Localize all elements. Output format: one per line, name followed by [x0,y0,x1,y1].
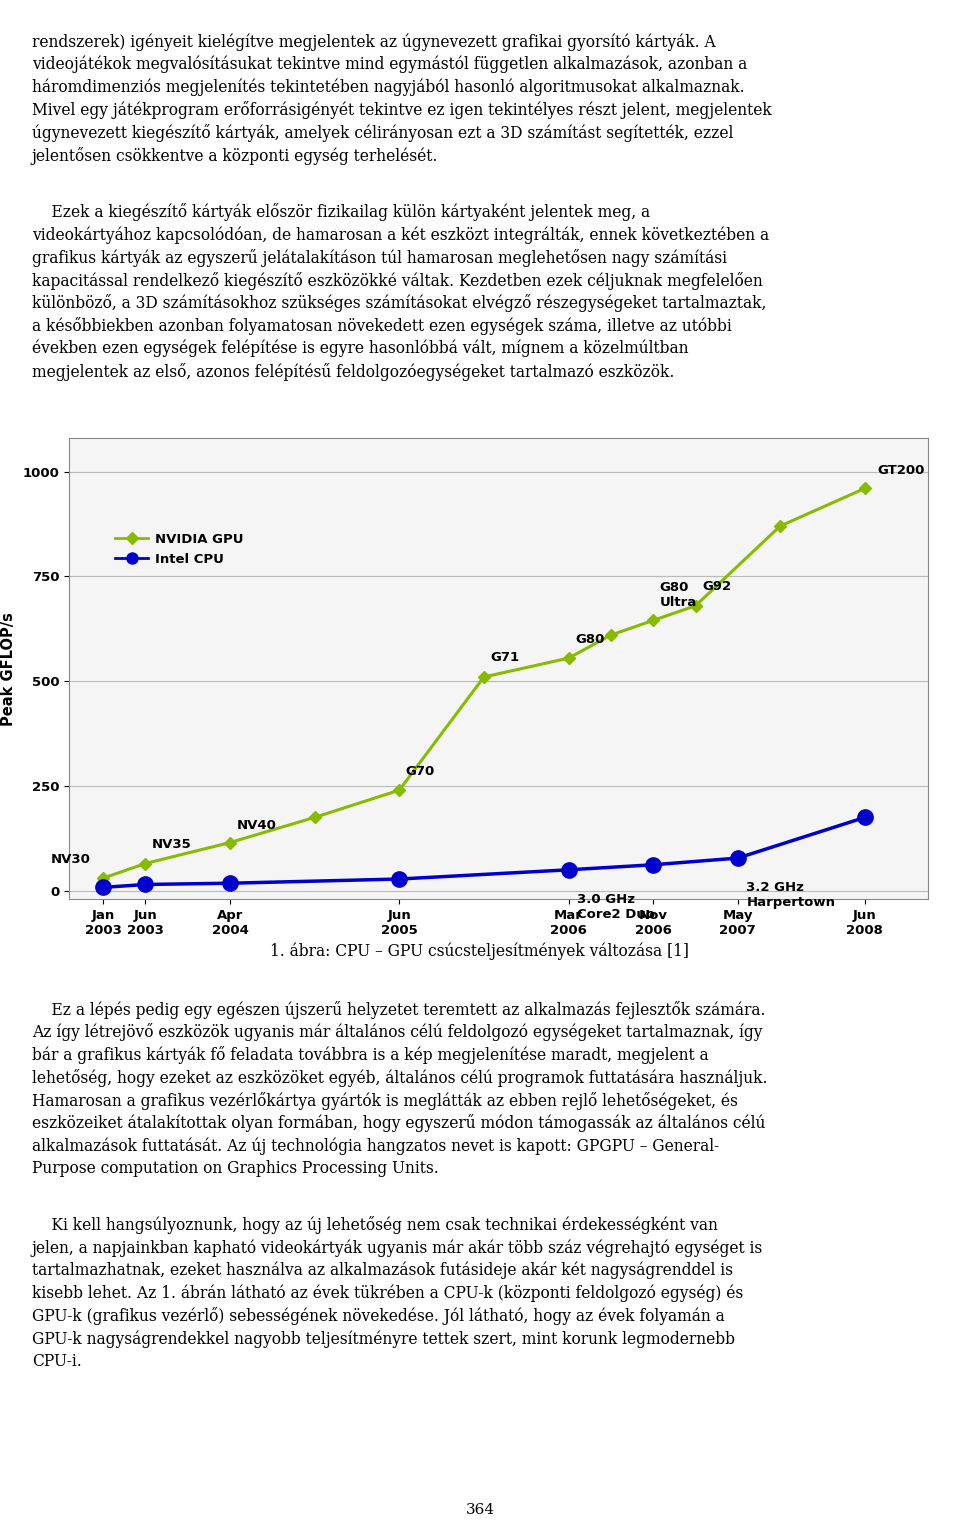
Text: G92: G92 [702,579,731,593]
Text: 1. ábra: CPU – GPU csúcsteljesítmények változása [1]: 1. ábra: CPU – GPU csúcsteljesítmények v… [271,942,689,959]
Text: Hamarosan a grafikus vezérlőkártya gyártók is meglátták az ebben rejlő lehetőség: Hamarosan a grafikus vezérlőkártya gyárt… [32,1091,737,1110]
Text: alkalmazások futtatását. Az új technológia hangzatos nevet is kapott: GPGPU – Ge: alkalmazások futtatását. Az új technológ… [32,1137,719,1154]
Text: kapacitással rendelkező kiegészítő eszközökké váltak. Kezdetben ezek céljuknak m: kapacitással rendelkező kiegészítő eszkö… [32,272,762,289]
Text: NV30: NV30 [51,853,90,865]
Text: lehetőség, hogy ezeket az eszközöket egyéb, általános célú programok futtatására: lehetőség, hogy ezeket az eszközöket egy… [32,1068,767,1087]
Text: jelen, a napjainkban kapható videokártyák ugyanis már akár több száz végrehajtó : jelen, a napjainkban kapható videokártyá… [32,1239,763,1257]
Text: Ez a lépés pedig egy egészen újszerű helyzetet teremtett az alkalmazás fejlesztő: Ez a lépés pedig egy egészen újszerű hel… [32,1001,765,1019]
Text: GPU-k (grafikus vezérlő) sebességének növekedése. Jól látható, hogy az évek foly: GPU-k (grafikus vezérlő) sebességének nö… [32,1308,725,1325]
Text: G70: G70 [406,765,435,778]
Text: úgynevezett kiegészítő kártyák, amelyek célirányosan ezt a 3D számítást segített: úgynevezett kiegészítő kártyák, amelyek … [32,124,733,141]
Text: Az így létrejövő eszközök ugyanis már általános célú feldolgozó egységeket tarta: Az így létrejövő eszközök ugyanis már ál… [32,1024,762,1042]
Text: 3.2 GHz
Harpertown: 3.2 GHz Harpertown [746,881,835,908]
Text: években ezen egységek felépítése is egyre hasonlóbbá vált, mígnem a közelmúltban: években ezen egységek felépítése is egyr… [32,340,688,357]
Text: rendszerek) igényeit kielégítve megjelentek az úgynevezett grafikai gyorsító kár: rendszerek) igényeit kielégítve megjelen… [32,32,715,51]
Text: Ezek a kiegészítő kártyák először fizikailag külön kártyaként jelentek meg, a: Ezek a kiegészítő kártyák először fizika… [32,203,650,221]
Text: kisebb lehet. Az 1. ábrán látható az évek tükrében a CPU-k (központi feldolgozó : kisebb lehet. Az 1. ábrán látható az éve… [32,1285,743,1302]
Text: megjelentek az első, azonos felépítésű feldolgozóegységeket tartalmazó eszközök.: megjelentek az első, azonos felépítésű f… [32,363,674,381]
Text: grafikus kártyák az egyszerű jelátalakításon túl hamarosan meglehetősen nagy szá: grafikus kártyák az egyszerű jelátalakít… [32,249,727,267]
Text: Mivel egy játékprogram erőforrásigényét tekintve ez igen tekintélyes részt jelen: Mivel egy játékprogram erőforrásigényét … [32,101,772,120]
Text: különböző, a 3D számításokhoz szükséges számításokat elvégző részegységeket tart: különböző, a 3D számításokhoz szükséges … [32,294,766,312]
Text: NV40: NV40 [236,819,276,832]
Text: NV35: NV35 [152,838,191,851]
Text: háromdimenziós megjelenítés tekintetében nagyjából hasonló algoritmusokat alkalm: háromdimenziós megjelenítés tekintetében… [32,78,744,95]
Text: G80
Ultra: G80 Ultra [660,581,697,609]
Text: Purpose computation on Graphics Processing Units.: Purpose computation on Graphics Processi… [32,1160,439,1177]
Text: Ki kell hangsúlyoznunk, hogy az új lehetőség nem csak technikai érdekességként v: Ki kell hangsúlyoznunk, hogy az új lehet… [32,1216,717,1234]
Text: CPU-i.: CPU-i. [32,1353,82,1369]
Text: videokártyához kapcsolódóan, de hamarosan a két eszközt integrálták, ennek követ: videokártyához kapcsolódóan, de hamarosa… [32,226,769,243]
Text: tartalmazhatnak, ezeket használva az alkalmazások futásideje akár két nagyságren: tartalmazhatnak, ezeket használva az alk… [32,1262,732,1279]
Text: GPU-k nagyságrendekkel nagyobb teljesítményre tettek szert, mint korunk legmoder: GPU-k nagyságrendekkel nagyobb teljesítm… [32,1330,734,1348]
Text: GT200: GT200 [877,464,924,476]
Text: G71: G71 [491,652,519,664]
Text: bár a grafikus kártyák fő feladata továbbra is a kép megjelenítése maradt, megje: bár a grafikus kártyák fő feladata továb… [32,1047,708,1064]
Text: 364: 364 [466,1503,494,1517]
Text: jelentősen csökkentve a központi egység terhelését.: jelentősen csökkentve a központi egység … [32,146,438,164]
Y-axis label: Peak GFLOP/s: Peak GFLOP/s [1,612,15,725]
Text: eszközeiket átalakítottak olyan formában, hogy egyszerű módon támogassák az álta: eszközeiket átalakítottak olyan formában… [32,1114,765,1133]
Text: videojátékok megvalósításukat tekintve mind egymástól független alkalmazások, az: videojátékok megvalósításukat tekintve m… [32,55,747,74]
Text: G80: G80 [575,633,604,647]
Text: 3.0 GHz
Core2 Duo: 3.0 GHz Core2 Duo [577,893,655,921]
Text: a későbbiekben azonban folyamatosan növekedett ezen egységek száma, illetve az u: a későbbiekben azonban folyamatosan növe… [32,317,732,335]
Legend: NVIDIA GPU, Intel CPU: NVIDIA GPU, Intel CPU [110,527,249,570]
